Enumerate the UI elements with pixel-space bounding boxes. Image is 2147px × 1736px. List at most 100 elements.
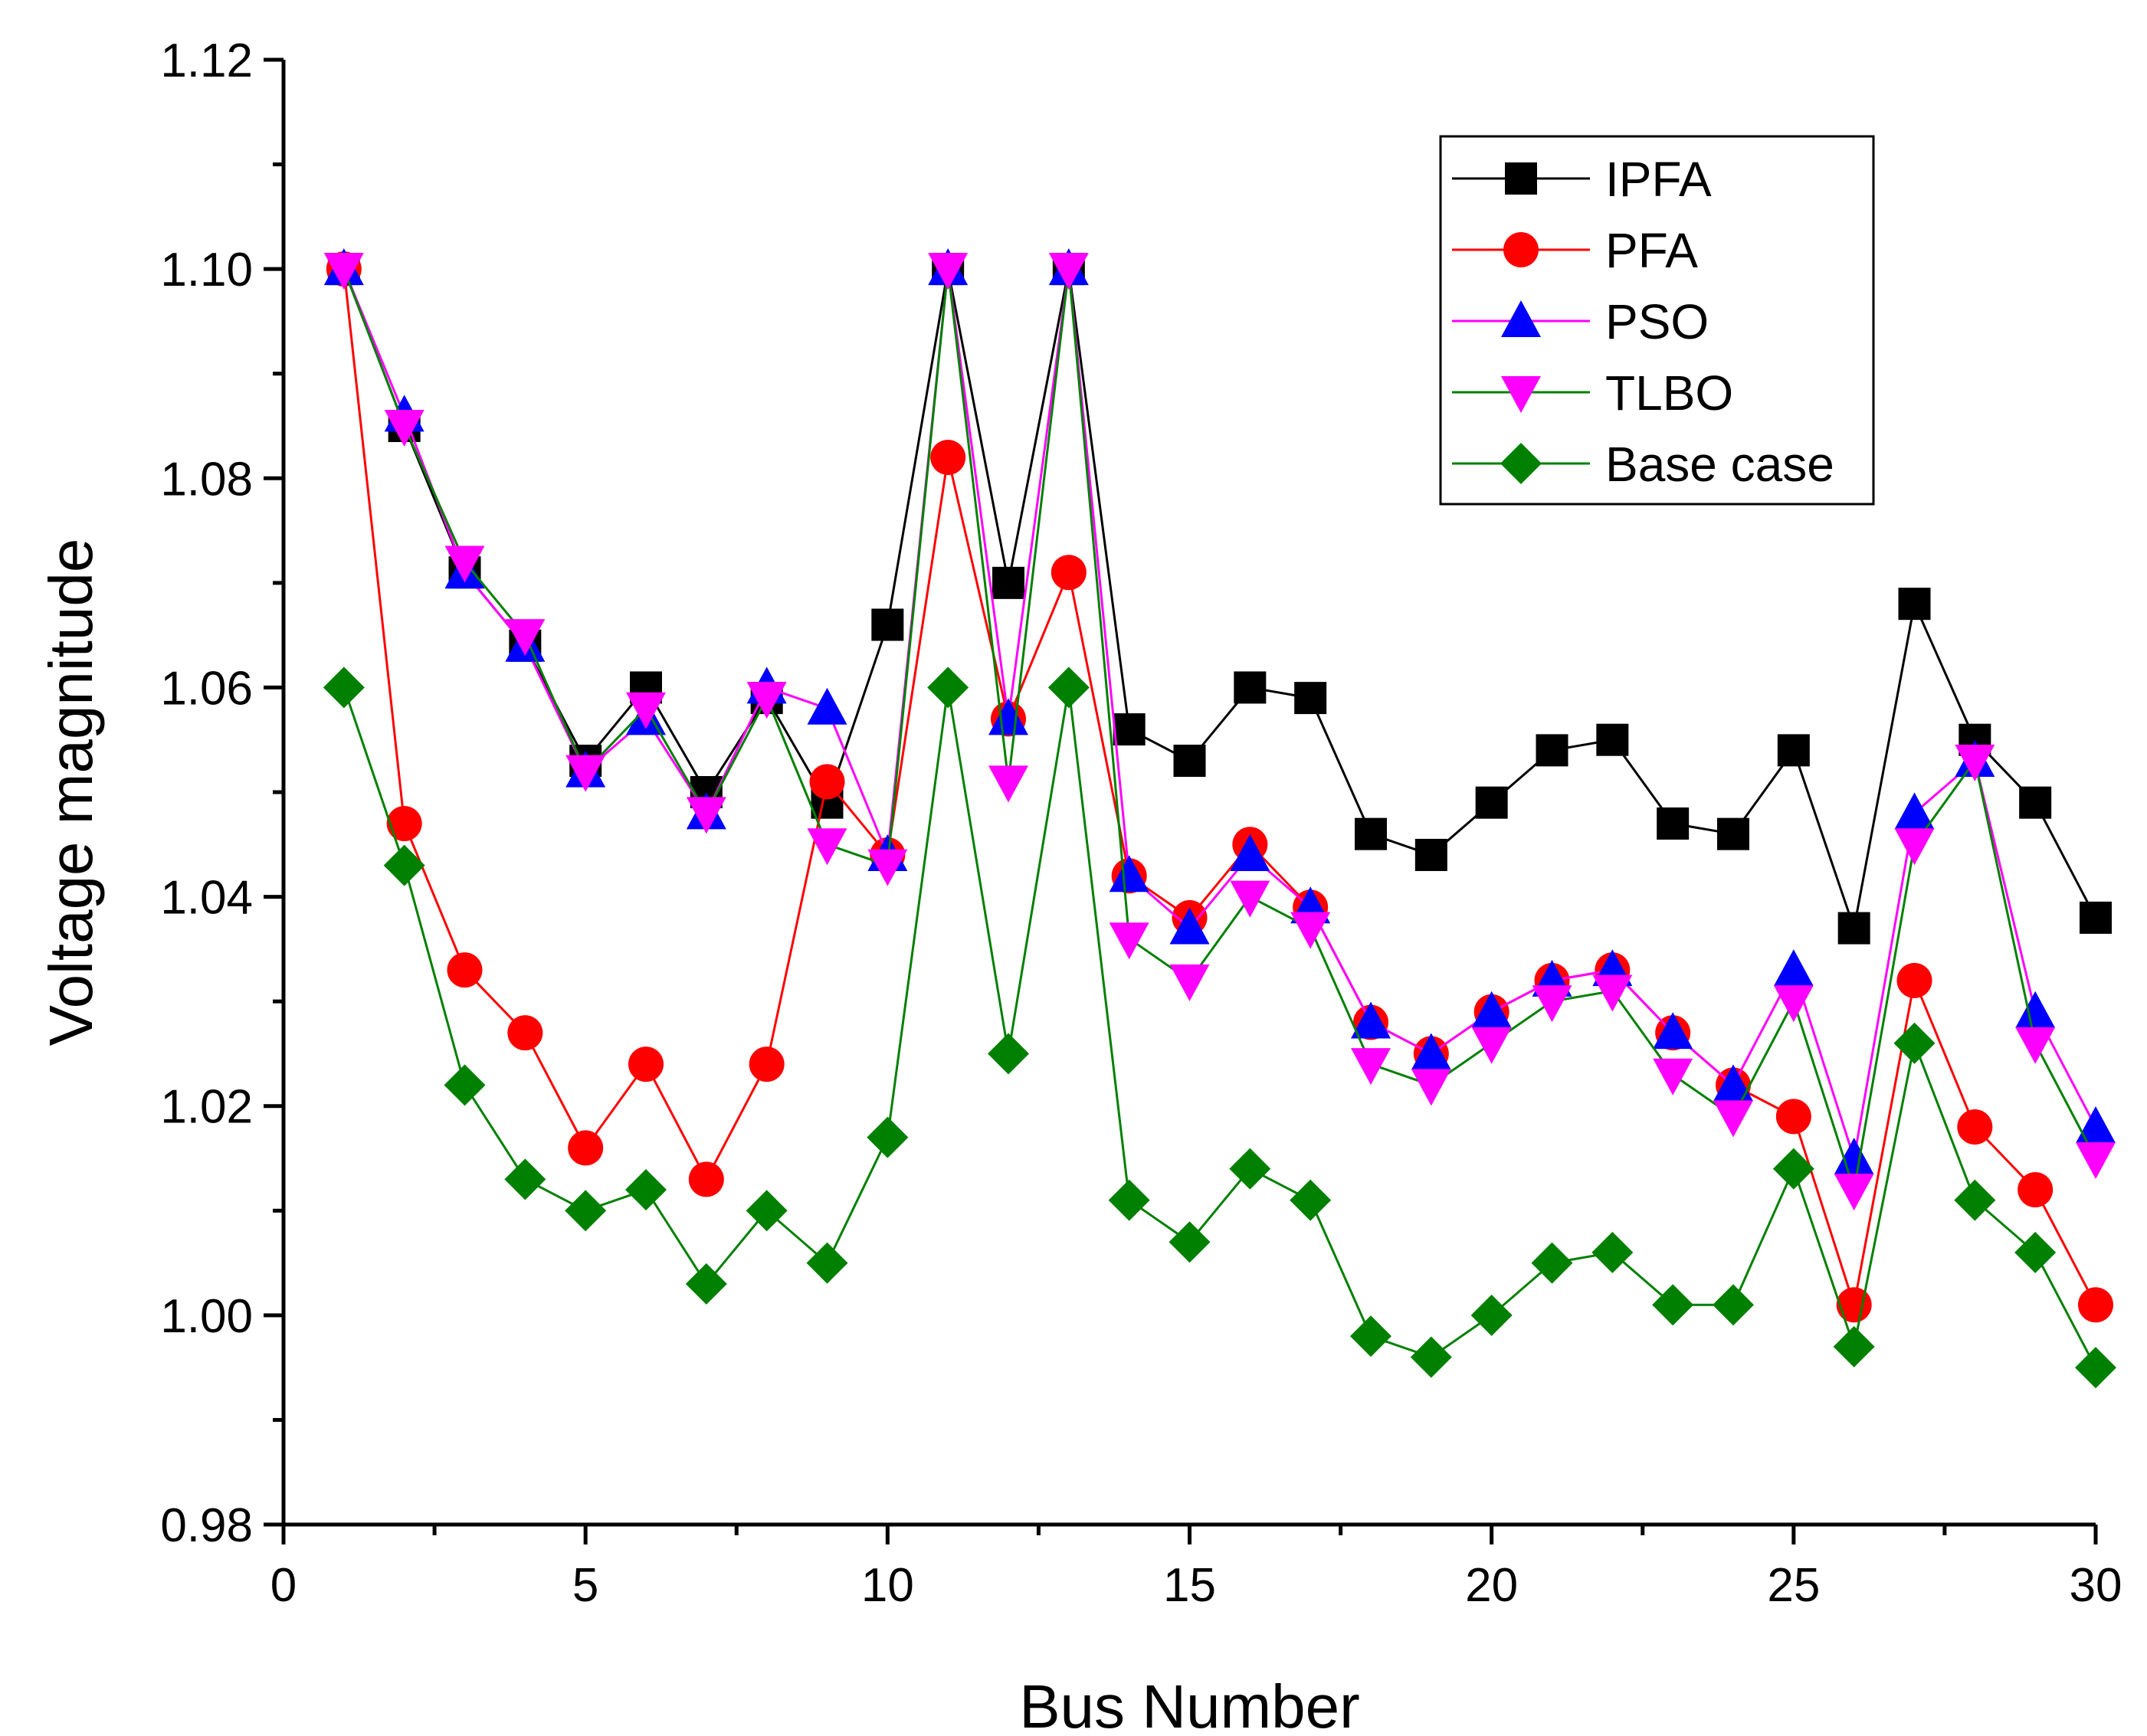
x-tick-label: 0 [270,1559,297,1612]
data-point [1772,1148,1814,1190]
data-point [1475,786,1508,819]
data-point [988,1033,1029,1075]
data-point [1773,985,1814,1023]
legend-marker [1505,162,1537,195]
data-point [1414,838,1447,871]
x-tick-label: 10 [861,1559,914,1612]
data-point [444,545,485,583]
data-point [1169,964,1210,1001]
data-point [1471,991,1512,1028]
data-point [749,1047,785,1083]
x-tick-label: 5 [572,1559,598,1612]
y-tick-label: 1.02 [160,1081,253,1134]
data-point [686,797,726,834]
data-point [1773,949,1814,987]
data-point [1536,734,1568,767]
data-point [1713,1284,1754,1326]
data-point [1109,855,1149,893]
legend-label: PFA [1605,223,1698,278]
data-point [1592,974,1633,1012]
data-point [507,1015,543,1051]
data-point [1833,1325,1875,1368]
data-point [988,765,1028,803]
data-point [1713,1100,1753,1138]
data-point [746,682,787,719]
legend-label: TLBO [1605,365,1733,421]
data-point [1470,1294,1513,1336]
data-point [1717,817,1749,850]
data-point [807,828,847,866]
data-point [1051,555,1087,591]
data-point [1230,834,1270,871]
y-tick-label: 0.98 [160,1499,253,1552]
data-point [447,952,483,988]
data-point [1350,1315,1391,1358]
data-point [1113,713,1146,746]
data-point [1837,912,1870,945]
data-point [1411,1069,1451,1106]
data-point [1713,1064,1753,1102]
data-point [867,849,908,886]
data-point [1591,1231,1634,1273]
data-point [1834,1173,1874,1210]
data-point [1893,1022,1936,1064]
legend-item: IPFA [1452,152,1712,207]
plot-area: 0.98 1.00 1.02 1.04 1.06 1.08 1.10 1.12 0 5 10 15 20… [160,34,2122,1612]
legend: IPFA PFA PSO TLBO Base case [1439,135,1875,506]
data-point [1775,1099,1811,1135]
x-axis-title: Bus Number [1019,1672,1360,1736]
data-point [1532,985,1572,1023]
data-point [2075,1347,2116,1389]
data-point [928,253,969,290]
data-point [1836,1287,1872,1323]
data-point [1957,1109,1993,1145]
series-line [343,268,2097,1191]
data-point [809,764,845,800]
series-base-case [323,667,2116,1389]
data-point [1290,912,1331,949]
data-point [1048,253,1089,290]
legend-label: Base case [1605,437,1834,492]
x-tick-label: 25 [1767,1559,1820,1612]
data-point [1169,1221,1211,1263]
series-tlbo [323,253,2116,1210]
y-tick-label: 1.12 [160,34,253,87]
series-line [343,686,2097,1368]
data-point [1471,1027,1512,1064]
data-point [807,687,847,725]
data-point [2015,991,2056,1028]
data-point [626,692,666,729]
data-point [568,1130,604,1166]
data-point [1109,922,1149,960]
data-point [1777,734,1810,767]
data-point [1834,1138,1874,1174]
data-point [1894,792,1935,830]
data-point [867,1116,909,1158]
data-point [383,844,425,886]
data-point [1898,588,1931,621]
y-axis-title: Voltage magnitude [37,539,105,1047]
data-point [1351,1048,1391,1086]
data-point [323,667,365,709]
data-point [2080,901,2112,934]
y-tick-label: 1.10 [160,244,253,296]
legend-label: PSO [1605,294,1709,349]
data-point [2014,1231,2057,1273]
y-tick-label: 1.00 [160,1290,253,1343]
data-point [1229,1148,1271,1190]
legend-marker [1500,443,1542,484]
x-tick-label: 20 [1465,1559,1518,1612]
data-point [1596,723,1629,756]
data-point [988,698,1028,735]
legend-item: Base case [1452,437,1834,492]
data-point [688,1161,724,1197]
data-point [1173,745,1206,778]
data-point [386,805,422,841]
y-tick-label: 1.08 [160,453,253,506]
legend-label: IPFA [1605,152,1712,207]
data-point [384,410,424,447]
data-point [1652,1284,1694,1326]
data-point [1351,1001,1391,1039]
data-point [1955,745,1995,782]
data-point [323,253,364,290]
